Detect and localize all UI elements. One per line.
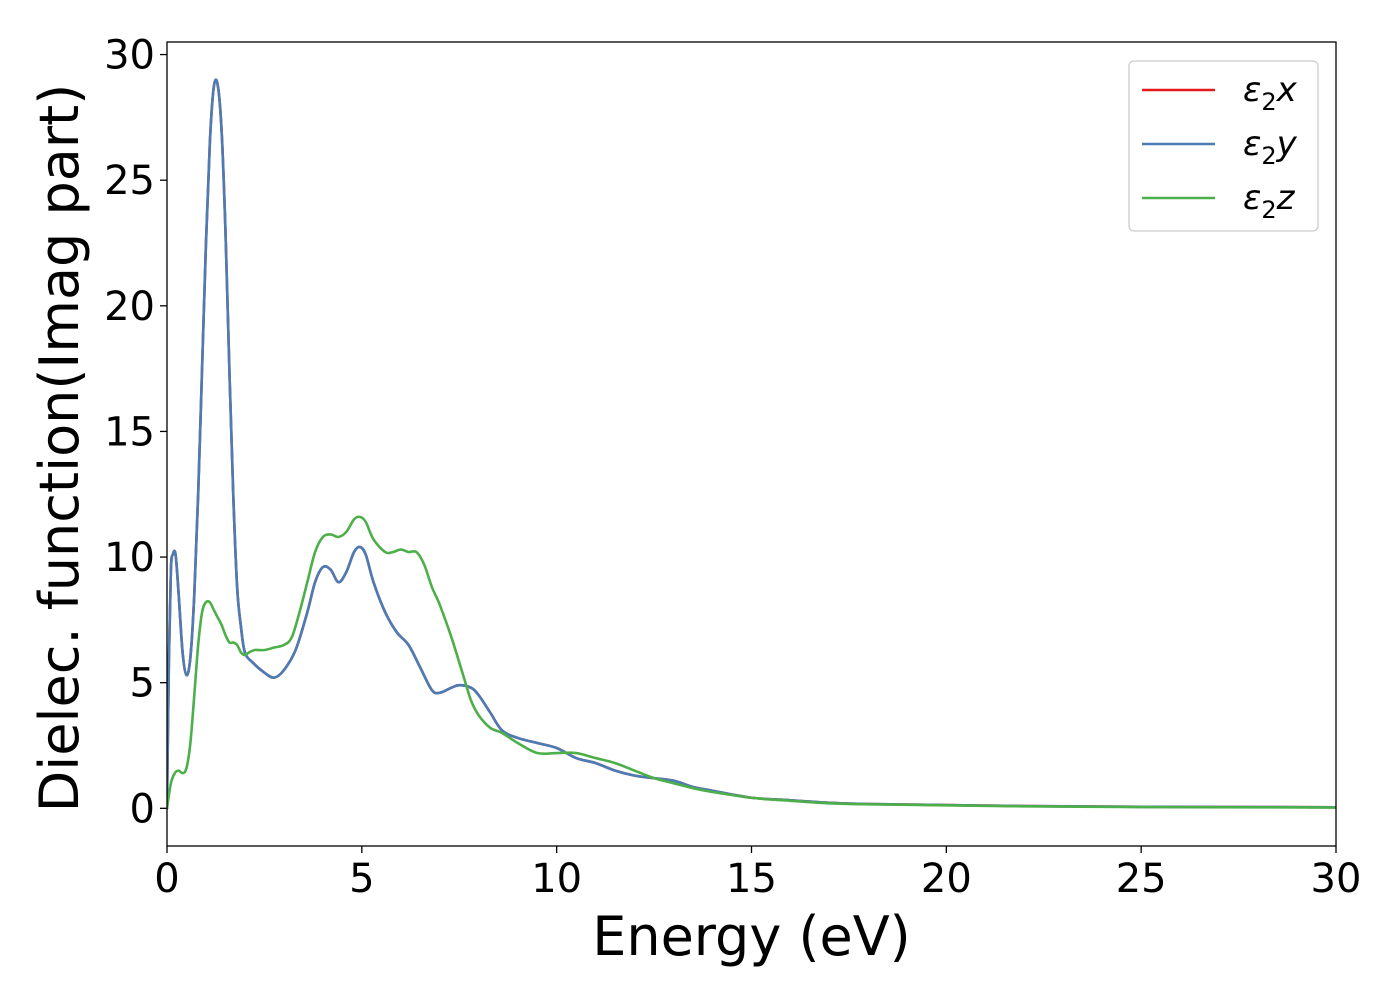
x-tick-label: 25: [1116, 856, 1167, 902]
x-tick-label: 5: [349, 856, 374, 902]
y-tick-label: 15: [104, 409, 155, 455]
series-line-z: [167, 515, 1336, 810]
y-axis: 0 5 10 15 20 25 30: [104, 33, 167, 832]
x-tick-label: 15: [726, 856, 777, 902]
y-tick-label: 20: [104, 284, 155, 330]
y-tick-label: 25: [104, 158, 155, 204]
legend-frame: [1128, 60, 1319, 232]
x-tick-label: 20: [921, 856, 972, 902]
y-tick-label: 30: [104, 33, 155, 79]
x-tick-label: 30: [1311, 856, 1362, 902]
legend: ε2x ε2y ε2z: [1128, 60, 1319, 232]
y-axis-title: Dielec. function(Imag part): [28, 84, 91, 813]
y-tick-label: 10: [104, 535, 155, 581]
legend-label-z: ε2z: [1243, 178, 1296, 224]
series-layer: [167, 78, 1336, 810]
legend-label-x: ε2x: [1243, 70, 1298, 116]
x-axis-title: Energy (eV): [592, 905, 911, 968]
legend-label-y: ε2y: [1243, 124, 1298, 170]
x-axis: 0 5 10 15 20 25 30: [154, 846, 1361, 902]
series-line-y: [167, 78, 1336, 810]
x-tick-label: 10: [531, 856, 582, 902]
x-tick-label: 0: [154, 856, 179, 902]
y-tick-label: 0: [130, 786, 155, 832]
y-tick-label: 5: [130, 661, 155, 707]
